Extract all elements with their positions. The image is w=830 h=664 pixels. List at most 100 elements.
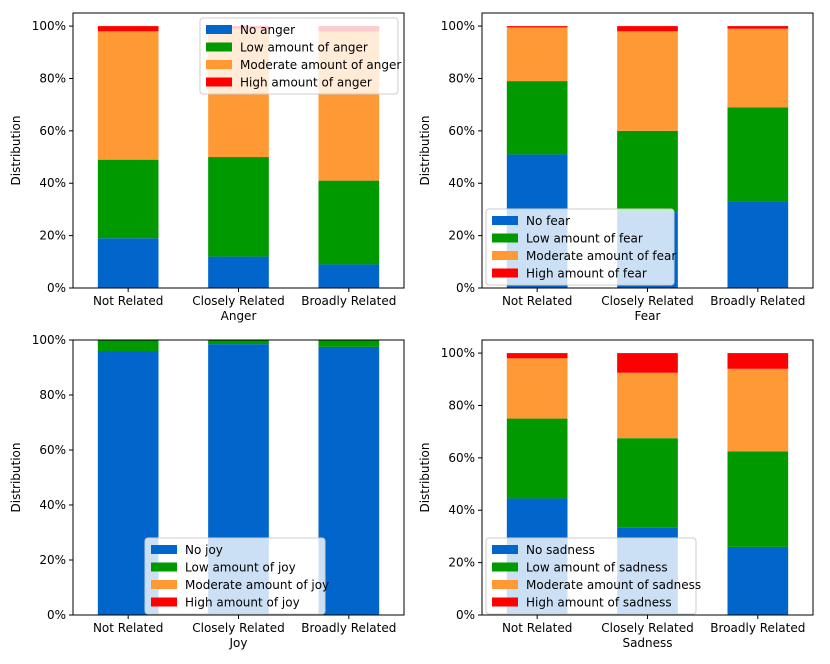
legend-swatch-high [206, 77, 232, 87]
x-tick-label: Broadly Related [301, 294, 396, 308]
y-axis-label: Distribution [9, 442, 23, 512]
legend-swatch-no [206, 25, 232, 34]
legend-swatch-moderate [206, 60, 232, 69]
bar-low-not-related [506, 418, 568, 499]
chart-panel-anger: 0% 20% 40% 60% 80% 100% Not Related Closely Rel… [9, 12, 405, 323]
legend-label-high: High amount of joy [185, 596, 300, 610]
legend-label-high: High amount of sadness [526, 596, 672, 610]
bar-low-not-related [506, 81, 568, 155]
legend-label-no: No joy [185, 543, 223, 557]
bar-moderate-closely-related [617, 31, 678, 131]
bar-high-closely-related [617, 26, 678, 32]
y-tick-label: 80% [39, 71, 66, 85]
bar-high-closely-related [617, 353, 678, 373]
legend-swatch-low [206, 42, 232, 52]
legend-swatch-high [492, 597, 518, 607]
y-tick-label: 60% [39, 124, 66, 138]
bar-high-not-related [506, 353, 568, 359]
legend-label-high: High amount of anger [240, 76, 372, 90]
y-axis-label: Distribution [9, 115, 23, 185]
bar-moderate-not-related [506, 27, 568, 82]
bar-no-closely-related [208, 256, 269, 288]
x-axis-label: Sadness [622, 636, 672, 650]
x-tick-label: Closely Related [601, 294, 694, 308]
y-tick-label: 20% [448, 556, 475, 570]
chart-panel-sadness: 0% 20% 40% 60% 80% 100% Not Related Closely Rel… [418, 339, 814, 650]
y-tick-label: 100% [32, 19, 66, 33]
legend-label-low: Low amount of fear [526, 232, 643, 246]
y-tick-label: 40% [39, 498, 66, 512]
bar-moderate-broadly-related [727, 368, 789, 452]
bar-low-closely-related [208, 157, 269, 257]
y-tick-label: 20% [39, 553, 66, 567]
y-tick-label: 0% [47, 608, 66, 622]
x-tick-label: Closely Related [192, 294, 285, 308]
legend-swatch-moderate [151, 580, 177, 589]
y-tick-label: 100% [441, 19, 475, 33]
y-tick-label: 60% [448, 451, 475, 465]
y-axis-label: Distribution [418, 442, 432, 512]
y-tick-label: 20% [448, 229, 475, 243]
y-tick-label: 0% [456, 281, 475, 295]
y-tick-label: 60% [39, 443, 66, 457]
x-tick-label: Not Related [93, 621, 163, 635]
y-axis-label: Distribution [418, 115, 432, 185]
legend [144, 537, 326, 615]
bar-moderate-not-related [97, 31, 159, 160]
legend-label-moderate: Moderate amount of joy [185, 578, 329, 592]
y-tick-label: 20% [39, 229, 66, 243]
bar-low-broadly-related [727, 451, 789, 547]
bar-low-broadly-related [318, 180, 380, 265]
legend-swatch-low [492, 233, 518, 243]
bar-low-closely-related [617, 130, 678, 213]
y-tick-label: 0% [456, 608, 475, 622]
legend-swatch-no [492, 545, 518, 554]
legend-swatch-moderate [492, 251, 518, 260]
chart-panel-joy: 0% 20% 40% 60% 80% 100% Not Related Closely Rel… [9, 333, 405, 650]
legend [485, 208, 675, 286]
bar-low-not-related [97, 340, 159, 351]
legend-swatch-no [492, 216, 518, 225]
bar-low-not-related [97, 159, 159, 239]
bar-moderate-closely-related [617, 372, 678, 439]
y-tick-label: 80% [39, 388, 66, 402]
x-tick-label: Not Related [502, 621, 572, 635]
bar-no-broadly-related [318, 264, 380, 288]
x-axis-label: Fear [635, 309, 661, 323]
y-tick-label: 100% [441, 346, 475, 360]
x-tick-label: Broadly Related [301, 621, 396, 635]
legend-label-low: Low amount of joy [185, 561, 296, 575]
bar-high-not-related [506, 26, 568, 28]
legend-label-moderate: Moderate amount of sadness [526, 578, 701, 592]
bar-no-broadly-related [727, 201, 789, 288]
x-tick-label: Not Related [93, 294, 163, 308]
x-tick-label: Closely Related [601, 621, 694, 635]
x-tick-label: Broadly Related [710, 621, 805, 635]
legend-label-low: Low amount of anger [240, 41, 368, 55]
legend-swatch-low [492, 562, 518, 572]
bar-moderate-broadly-related [727, 28, 789, 108]
bar-low-broadly-related [318, 340, 380, 347]
y-tick-label: 40% [448, 503, 475, 517]
x-axis-label: Joy [229, 636, 248, 650]
legend-swatch-high [151, 597, 177, 607]
bar-low-broadly-related [727, 107, 789, 202]
legend-label-high: High amount of fear [526, 267, 647, 281]
legend-swatch-moderate [492, 580, 518, 589]
x-tick-label: Not Related [502, 294, 572, 308]
legend [199, 17, 399, 95]
bar-no-not-related [97, 238, 159, 288]
bar-low-closely-related [208, 340, 269, 345]
y-tick-label: 40% [448, 176, 475, 190]
y-tick-label: 80% [448, 398, 475, 412]
x-tick-label: Closely Related [192, 621, 285, 635]
legend [485, 537, 697, 615]
legend-label-low: Low amount of sadness [526, 561, 668, 575]
legend-swatch-high [492, 268, 518, 278]
bar-high-broadly-related [727, 26, 789, 29]
bar-no-broadly-related [727, 546, 789, 615]
legend-label-moderate: Moderate amount of anger [240, 58, 401, 72]
legend-label-no: No anger [240, 23, 295, 37]
legend-swatch-low [151, 562, 177, 572]
